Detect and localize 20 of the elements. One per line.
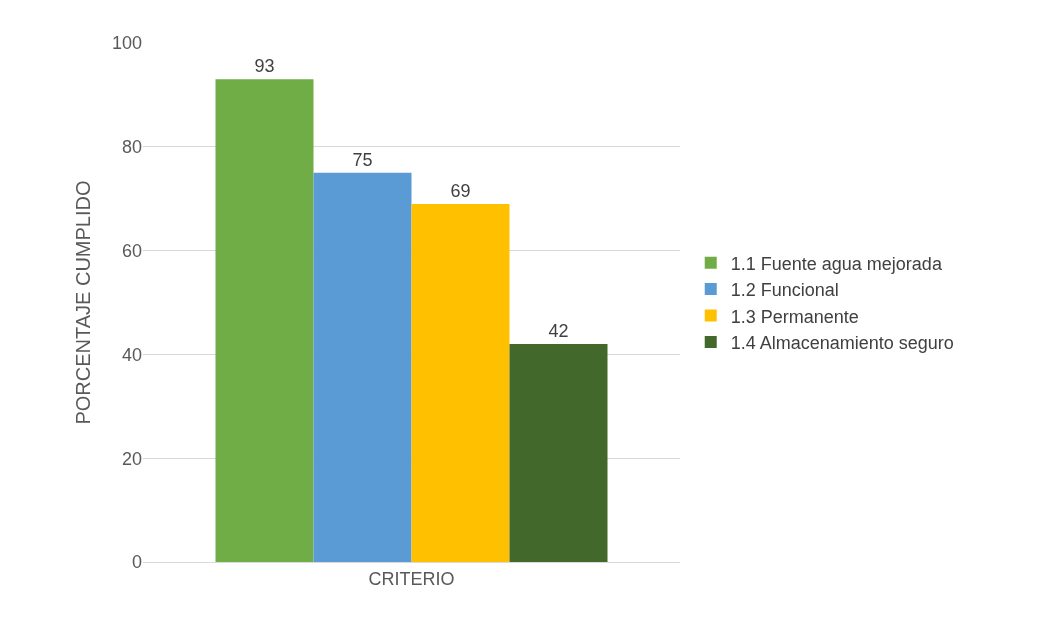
legend-label: 1.4 Almacenamiento seguro (730, 332, 954, 353)
bar (411, 203, 510, 562)
y-tick-label: 100 (111, 33, 142, 54)
data-label: 75 (352, 149, 373, 170)
data-label: 42 (548, 321, 569, 342)
y-axis-title: PORCENTAJE CUMPLIDO (72, 180, 95, 425)
y-tick-label: 60 (121, 240, 142, 261)
bar (215, 79, 314, 562)
legend-label: 1.2 Funcional (730, 280, 839, 301)
y-tick-label: 20 (121, 448, 142, 469)
legend-label: 1.1 Fuente agua mejorada (730, 253, 943, 274)
data-label: 93 (254, 56, 275, 77)
y-tick-label: 80 (121, 137, 142, 158)
data-label: 69 (450, 180, 471, 201)
bar (313, 172, 412, 562)
legend-label: 1.3 Permanente (730, 306, 859, 327)
y-tick-label: 0 (131, 552, 142, 573)
bar (509, 344, 608, 562)
x-tick-label: CRITERIO (368, 568, 455, 589)
y-tick-label: 40 (121, 344, 142, 365)
